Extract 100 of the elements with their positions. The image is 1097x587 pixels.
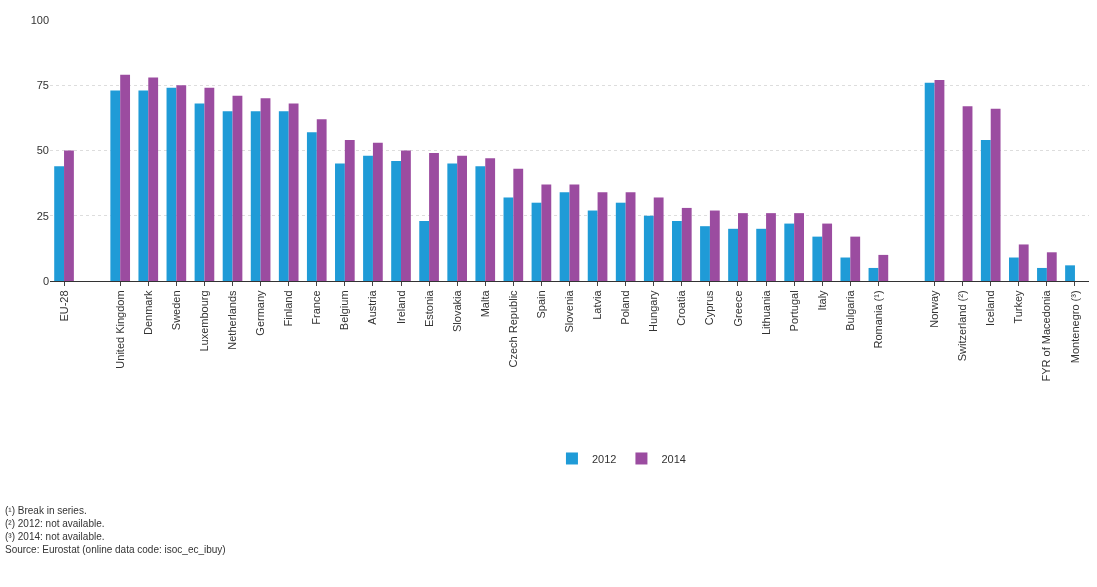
bar <box>475 166 486 281</box>
bar <box>709 210 720 281</box>
bar <box>756 228 767 281</box>
x-tick-label: Netherlands <box>226 289 239 350</box>
x-tick-label: Sweden <box>169 290 182 331</box>
x-tick-label: France <box>310 290 323 325</box>
bar <box>335 163 345 281</box>
bar <box>784 223 795 281</box>
y-tick-label: 75 <box>36 79 49 92</box>
text: (³) 2014: not available. <box>5 531 105 542</box>
bar <box>559 192 570 281</box>
bar <box>1065 265 1075 281</box>
bar <box>840 257 851 281</box>
bar <box>401 150 411 281</box>
x-tick-label: United Kingdom <box>113 290 126 369</box>
x-tick-label: Cyprus <box>703 289 716 326</box>
bar <box>569 184 580 281</box>
x-tick-label: Iceland <box>984 290 997 326</box>
y-tick-label: 25 <box>36 209 49 222</box>
bar <box>457 155 467 281</box>
x-tick-label: Denmark <box>141 289 154 336</box>
x-tick-label: Estonia <box>422 289 435 328</box>
bar <box>850 236 861 281</box>
x-tick-label: EU-28 <box>57 290 70 322</box>
bar <box>1037 267 1047 281</box>
bar <box>503 197 514 281</box>
bar <box>110 90 121 281</box>
bar <box>597 192 608 281</box>
text: (²) 2012: not available. <box>5 518 105 529</box>
legend-label: 2012 <box>591 452 617 465</box>
bar <box>176 85 187 281</box>
bar <box>672 220 682 281</box>
bar <box>980 140 991 281</box>
bar <box>822 223 833 281</box>
bar <box>138 90 149 281</box>
x-tick-label: Finland <box>282 290 295 327</box>
bar <box>1046 252 1057 281</box>
bar <box>794 213 804 281</box>
bar <box>419 220 430 281</box>
x-tick-label: Italy <box>815 289 828 311</box>
bar <box>541 184 552 281</box>
bar <box>344 140 355 281</box>
x-tick-label: Spain <box>534 290 547 319</box>
x-tick-label: Latvia <box>591 289 604 320</box>
bar <box>737 213 748 281</box>
x-tick-label: Austria <box>366 289 379 325</box>
x-tick-label: Belgium <box>338 290 351 331</box>
bar <box>1018 244 1029 281</box>
bar <box>306 132 317 281</box>
bar <box>812 236 823 281</box>
x-tick-label: Turkey <box>1012 289 1025 324</box>
x-tick-label: Malta <box>478 289 491 318</box>
bar <box>204 87 215 281</box>
x-tick-label: Czech Republic <box>506 289 519 368</box>
bar <box>64 150 74 281</box>
bar <box>363 155 373 281</box>
x-tick-label: Bulgaria <box>843 289 856 331</box>
bar <box>288 103 299 281</box>
x-tick-label: Poland <box>619 290 632 325</box>
x-tick-label: Norway <box>928 289 941 328</box>
bar <box>429 153 439 281</box>
bar <box>615 202 626 281</box>
bar <box>934 80 945 281</box>
x-tick-label: Slovenia <box>563 289 576 333</box>
bar <box>878 254 889 281</box>
bar <box>643 215 654 281</box>
text: (¹) Break in series. <box>5 505 87 516</box>
bar <box>316 119 327 281</box>
bar <box>54 166 65 281</box>
bar <box>531 202 542 281</box>
x-tick-label: Slovakia <box>450 289 463 332</box>
bar <box>260 98 271 281</box>
bar <box>681 207 692 281</box>
x-tick-label: Switzerland (²) <box>956 290 969 362</box>
bar <box>232 95 243 281</box>
bar <box>513 168 524 281</box>
bar <box>250 111 261 281</box>
x-tick-label: Ireland <box>394 290 407 325</box>
bar <box>1008 257 1019 281</box>
x-tick-label: Germany <box>254 289 267 336</box>
bar <box>447 163 458 281</box>
bar <box>625 192 636 281</box>
bar <box>766 213 776 281</box>
y-tick-label: 0 <box>42 274 49 287</box>
bar <box>391 160 402 281</box>
bar <box>587 210 598 281</box>
x-tick-label: Lithuania <box>759 289 772 336</box>
bar <box>194 103 205 281</box>
bar <box>924 82 935 281</box>
x-tick-label: Hungary <box>647 289 660 332</box>
x-tick-label: Portugal <box>787 290 800 332</box>
bar <box>700 226 710 281</box>
bar <box>148 77 159 281</box>
bar <box>278 111 289 281</box>
x-tick-label: Luxembourg <box>198 290 211 352</box>
bar <box>990 108 1001 281</box>
bar <box>868 267 879 281</box>
y-tick-label: 100 <box>30 13 49 26</box>
bar <box>372 142 383 281</box>
x-tick-label: Romania (¹) <box>871 290 884 349</box>
